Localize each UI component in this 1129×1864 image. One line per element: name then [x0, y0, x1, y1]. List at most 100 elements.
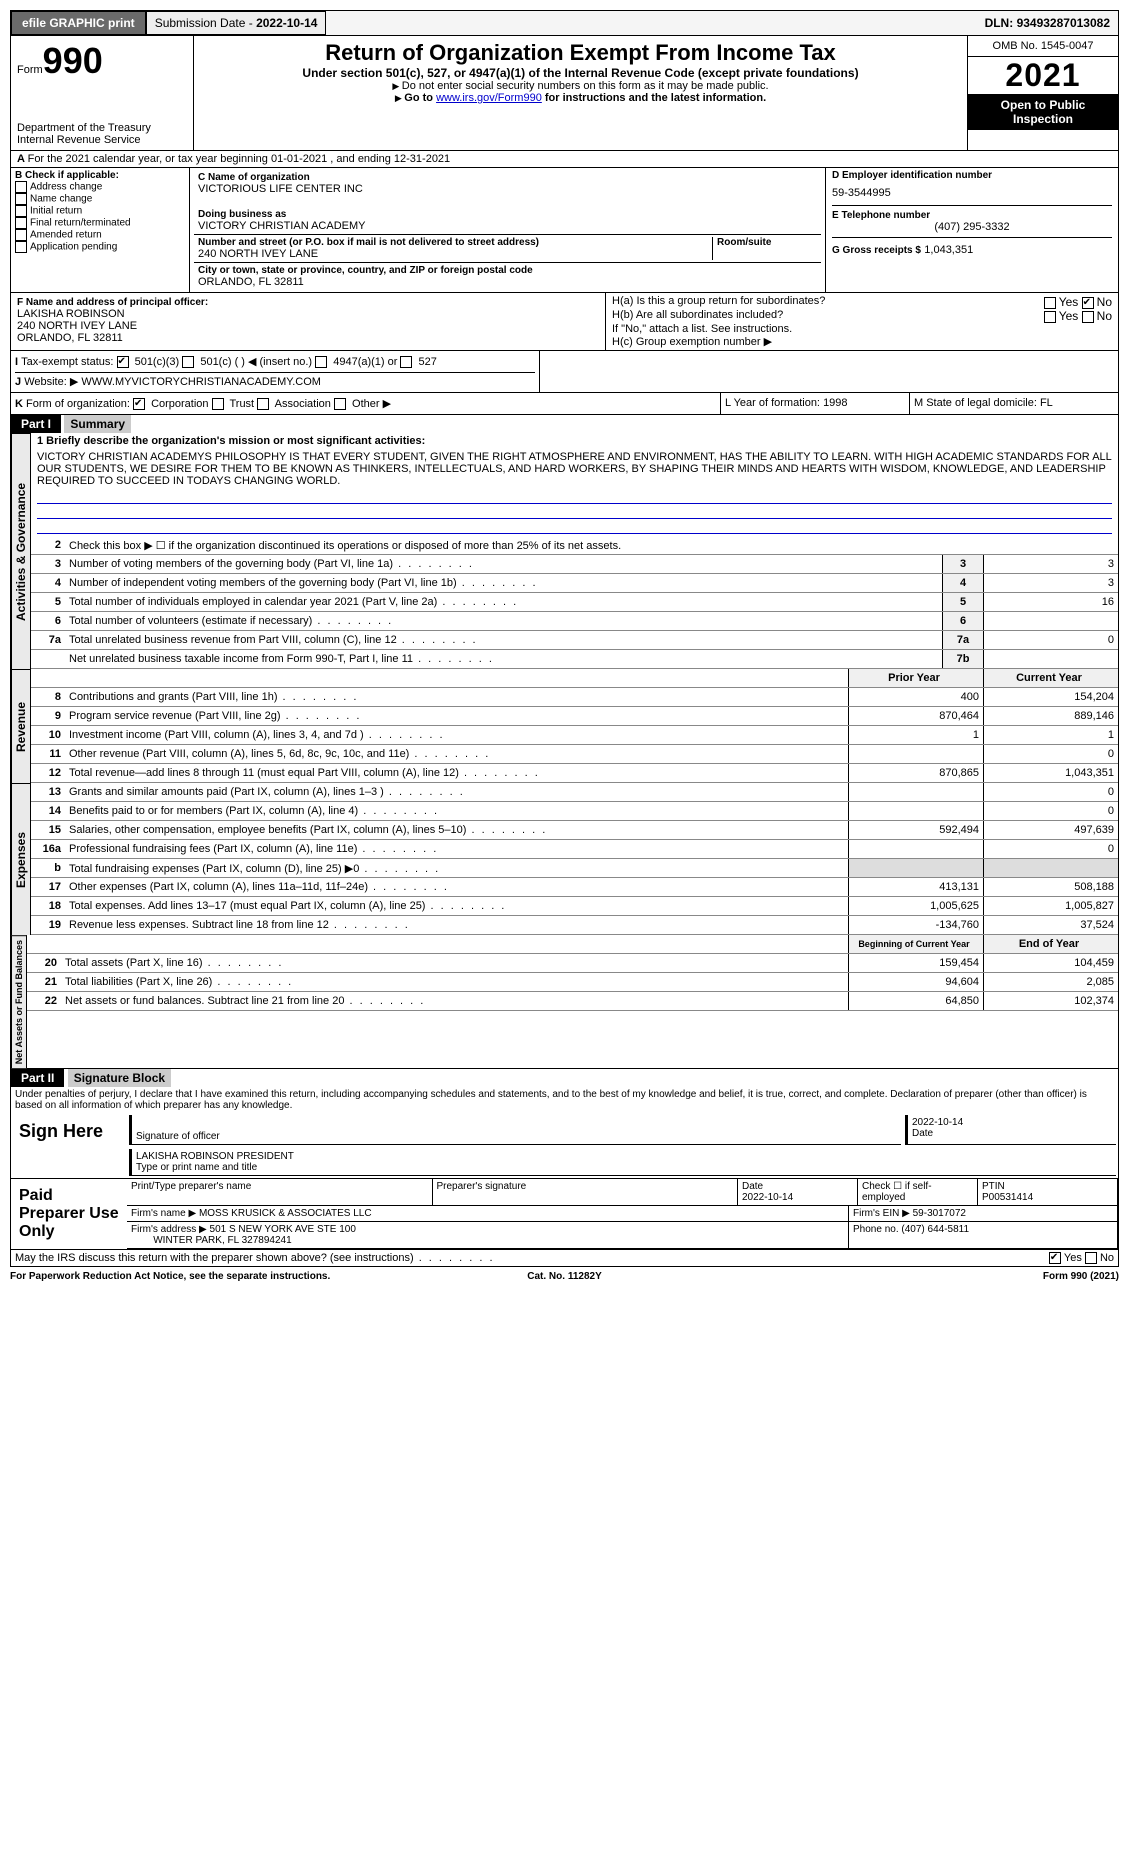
summary-line: 13 Grants and similar amounts paid (Part…: [31, 783, 1118, 802]
chk-501c[interactable]: [182, 356, 194, 368]
section-c: C Name of organization VICTORIOUS LIFE C…: [190, 168, 826, 292]
address: 240 NORTH IVEY LANE: [198, 248, 712, 260]
section-i-j: I Tax-exempt status: 501(c)(3) 501(c) ( …: [10, 351, 1119, 393]
dln: DLN: 93493287013082: [977, 12, 1118, 34]
paid-preparer: Paid Preparer Use Only: [11, 1179, 127, 1249]
city: ORLANDO, FL 32811: [198, 276, 817, 288]
summary-line: 17 Other expenses (Part IX, column (A), …: [31, 878, 1118, 897]
summary-line: 8 Contributions and grants (Part VIII, l…: [31, 688, 1118, 707]
form-header: Form990 Department of the Treasury Inter…: [10, 36, 1119, 151]
website-label: Website: ▶: [24, 376, 78, 388]
h-c-text: H(c) Group exemption number ▶: [612, 335, 1112, 348]
chk-address-change[interactable]: [15, 181, 27, 193]
chk-initial-return[interactable]: [15, 205, 27, 217]
chk-ha-yes[interactable]: [1044, 297, 1056, 309]
summary-line: b Total fundraising expenses (Part IX, c…: [31, 859, 1118, 878]
summary-line: 5 Total number of individuals employed i…: [31, 593, 1118, 612]
state-domicile: FL: [1040, 397, 1053, 409]
underline: [37, 506, 1112, 519]
submission-date: Submission Date - 2022-10-14: [146, 11, 327, 35]
address-label: Number and street (or P.O. box if mail i…: [198, 237, 712, 248]
form-number: 990: [43, 40, 103, 81]
summary-line: 6 Total number of volunteers (estimate i…: [31, 612, 1118, 631]
chk-application-pending[interactable]: [15, 241, 27, 253]
prep-self-employed: Check ☐ if self-employed: [858, 1179, 978, 1206]
chk-discuss-yes[interactable]: [1049, 1252, 1061, 1264]
form-org-label: Form of organization:: [26, 398, 130, 410]
sig-officer-label: Signature of officer: [136, 1131, 220, 1142]
discuss-text: May the IRS discuss this return with the…: [15, 1252, 1049, 1264]
summary-line: 7a Total unrelated business revenue from…: [31, 631, 1118, 650]
entity-block: B Check if applicable: Address change Na…: [10, 168, 1119, 293]
summary-line: 14 Benefits paid to or for members (Part…: [31, 802, 1118, 821]
h-b-text: H(b) Are all subordinates included?: [612, 309, 1044, 323]
officer-block: F Name and address of principal officer:…: [10, 293, 1119, 351]
submission-date-value: 2022-10-14: [256, 16, 317, 30]
phone: (407) 295-3332: [832, 221, 1112, 233]
chk-501c3[interactable]: [117, 356, 129, 368]
part2-title: Signature Block: [68, 1069, 171, 1087]
gross-receipts-label: G Gross receipts $: [832, 245, 921, 256]
chk-corp[interactable]: [133, 398, 145, 410]
summary-line: 10 Investment income (Part VIII, column …: [31, 726, 1118, 745]
dln-label: DLN:: [985, 16, 1017, 30]
tax-year: 2021: [968, 57, 1118, 94]
ein: 59-3544995: [832, 181, 1112, 205]
summary-line: 18 Total expenses. Add lines 13–17 (must…: [31, 897, 1118, 916]
irs-label: Internal Revenue Service: [17, 134, 187, 146]
underline: [37, 491, 1112, 504]
return-title: Return of Organization Exempt From Incom…: [198, 40, 963, 66]
line-a: A For the 2021 calendar year, or tax yea…: [10, 151, 1119, 168]
chk-assoc[interactable]: [257, 398, 269, 410]
sign-here: Sign Here: [11, 1113, 127, 1178]
tax-status-label: Tax-exempt status:: [21, 356, 113, 368]
chk-hb-no[interactable]: [1082, 311, 1094, 323]
website-value: WWW.MYVICTORYCHRISTIANACADEMY.COM: [81, 376, 321, 388]
h-a-text: H(a) Is this a group return for subordin…: [612, 295, 1044, 309]
col-begin-year: Beginning of Current Year: [848, 935, 983, 953]
chk-amended-return[interactable]: [15, 229, 27, 241]
prep-sig-label: Preparer's signature: [433, 1179, 739, 1206]
chk-other[interactable]: [334, 398, 346, 410]
chk-527[interactable]: [400, 356, 412, 368]
section-d-e-g: D Employer identification number 59-3544…: [826, 168, 1118, 292]
ssn-note: Do not enter social security numbers on …: [198, 80, 963, 92]
type-name-label: Type or print name and title: [136, 1162, 257, 1173]
org-name-label: C Name of organization: [198, 172, 817, 183]
summary-line: 9 Program service revenue (Part VIII, li…: [31, 707, 1118, 726]
gross-receipts: 1,043,351: [924, 244, 973, 256]
vtab-revenue: Revenue: [11, 669, 31, 783]
officer-label: F Name and address of principal officer:: [17, 297, 599, 308]
public-inspection: Open to Public Inspection: [968, 94, 1118, 130]
year-formation: 1998: [823, 397, 847, 409]
col-current-year: Current Year: [983, 669, 1118, 687]
chk-4947[interactable]: [315, 356, 327, 368]
prep-name-label: Print/Type preparer's name: [127, 1179, 433, 1206]
city-label: City or town, state or province, country…: [198, 265, 817, 276]
sig-date: 2022-10-14: [912, 1117, 1112, 1128]
officer-name-title: LAKISHA ROBINSON PRESIDENT: [136, 1151, 1112, 1162]
irs-link[interactable]: www.irs.gov/Form990: [436, 92, 542, 104]
dba-name: VICTORY CHRISTIAN ACADEMY: [198, 220, 817, 232]
chk-final-return[interactable]: [15, 217, 27, 229]
summary-line: 21 Total liabilities (Part X, line 26) 9…: [27, 973, 1118, 992]
section-f: F Name and address of principal officer:…: [11, 293, 606, 350]
section-h: H(a) Is this a group return for subordin…: [606, 293, 1118, 350]
section-b: B Check if applicable: Address change Na…: [11, 168, 190, 292]
chk-name-change[interactable]: [15, 193, 27, 205]
footer-left: For Paperwork Reduction Act Notice, see …: [10, 1271, 380, 1282]
top-bar: efile GRAPHIC print Submission Date - 20…: [10, 10, 1119, 36]
efile-button[interactable]: efile GRAPHIC print: [11, 11, 146, 35]
chk-ha-no[interactable]: [1082, 297, 1094, 309]
chk-trust[interactable]: [212, 398, 224, 410]
h-b-note: If "No," attach a list. See instructions…: [612, 323, 1112, 335]
vtab-activities: Activities & Governance: [11, 433, 31, 669]
vtab-netassets: Net Assets or Fund Balances: [11, 935, 27, 1068]
ptin: P00531414: [982, 1192, 1033, 1203]
part-1: Part I Summary Activities & Governance 1…: [10, 415, 1119, 1069]
chk-discuss-no[interactable]: [1085, 1252, 1097, 1264]
chk-hb-yes[interactable]: [1044, 311, 1056, 323]
officer-addr2: ORLANDO, FL 32811: [17, 332, 599, 344]
sig-date-label: Date: [912, 1128, 933, 1139]
firm-addr: 501 S NEW YORK AVE STE 100: [210, 1224, 356, 1235]
